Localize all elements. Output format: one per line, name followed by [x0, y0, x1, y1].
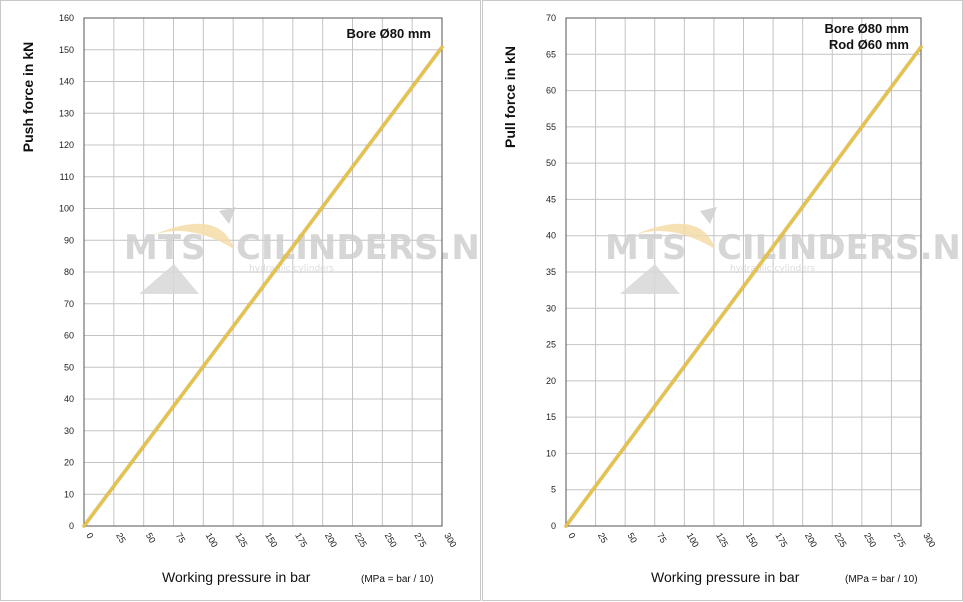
- x-tick-label: 25: [596, 531, 610, 545]
- watermark-tagline: hydraulic cylinders: [249, 264, 334, 274]
- y-tick-label: 60: [64, 331, 74, 341]
- y-tick-label: 70: [546, 13, 556, 23]
- watermark-brand-left: MTS: [124, 228, 206, 268]
- y-tick-label: 15: [546, 412, 556, 422]
- push-force-chart-panel: MTS CILINDERS.NL hydraulic cylinders 0 10 20 3…: [0, 0, 502, 601]
- y-tick-label: 130: [59, 108, 74, 118]
- series-line: [82, 45, 444, 528]
- x-tick-label: 75: [655, 531, 669, 545]
- x-tick-label: 150: [744, 531, 760, 549]
- x-tick-label: 250: [383, 531, 399, 549]
- y-tick-label: 150: [59, 45, 74, 55]
- x-tick-label: 100: [685, 531, 701, 549]
- watermark-triangle: [139, 264, 199, 294]
- x-axis-note: (MPa = bar / 10): [361, 574, 434, 585]
- y-axis-label: Push force in kN: [20, 42, 36, 152]
- watermark-arrow: [700, 207, 717, 224]
- x-tick-label: 225: [833, 531, 849, 549]
- y-tick-label: 90: [64, 235, 74, 245]
- watermark-brand-right: CILINDERS.NL: [236, 228, 502, 268]
- x-tick-label: 50: [144, 531, 158, 545]
- x-tick-label: 300: [442, 531, 458, 549]
- pull-force-chart-panel: MTS CILINDERS.NL hydraulic cylinders 0 5 10 15…: [482, 0, 963, 601]
- y-tick-label: 40: [546, 231, 556, 241]
- y-axis-label: Pull force in kN: [502, 46, 518, 148]
- x-tick-label: 175: [773, 531, 789, 549]
- x-tick-label: 150: [263, 531, 279, 549]
- y-tick-label: 160: [59, 13, 74, 23]
- watermark-brand-left: MTS: [605, 228, 687, 268]
- y-tick-label: 110: [60, 172, 74, 182]
- y-tick-label: 80: [64, 267, 74, 277]
- watermark-brand-right: CILINDERS.NL: [717, 228, 963, 268]
- chart-annotation: Rod Ø60 mm: [829, 37, 909, 52]
- x-tick-label: 125: [233, 531, 249, 549]
- x-tick-label: 250: [862, 531, 878, 549]
- y-tick-label: 20: [64, 458, 74, 468]
- y-tick-label: 70: [64, 299, 74, 309]
- series-line: [564, 45, 923, 528]
- watermark-tagline: hydraulic cylinders: [730, 264, 815, 274]
- y-tick-label: 140: [59, 77, 74, 87]
- plot-frame: [565, 17, 922, 527]
- y-tick-label: 55: [546, 122, 556, 132]
- watermark-swoosh: [144, 223, 234, 249]
- chart-annotation: Bore Ø80 mm: [346, 26, 431, 41]
- y-tick-label: 50: [546, 158, 556, 168]
- x-tick-label: 50: [625, 531, 639, 545]
- watermark-swoosh: [625, 223, 715, 249]
- x-tick-label: 0: [84, 531, 95, 540]
- plot-frame: [83, 17, 443, 527]
- x-tick-label: 0: [566, 531, 577, 540]
- x-tick-label: 200: [803, 531, 819, 549]
- y-tick-label: 120: [59, 140, 74, 150]
- chart-annotation: Bore Ø80 mm: [824, 21, 909, 36]
- x-tick-label: 300: [921, 531, 937, 549]
- y-tick-label: 65: [546, 49, 556, 59]
- y-tick-label: 20: [546, 376, 556, 386]
- watermark-arrow: [219, 207, 236, 224]
- y-tick-label: 40: [64, 394, 74, 404]
- y-tick-label: 60: [546, 86, 556, 96]
- x-tick-label: 225: [353, 531, 369, 549]
- x-tick-label: 25: [114, 531, 128, 545]
- y-tick-label: 30: [64, 426, 74, 436]
- y-tick-label: 0: [69, 521, 74, 531]
- x-tick-label: 275: [412, 531, 428, 549]
- x-axis-note: (MPa = bar / 10): [845, 574, 918, 585]
- y-tick-label: 35: [546, 267, 556, 277]
- y-tick-label: 45: [546, 194, 556, 204]
- x-tick-label: 275: [892, 531, 908, 549]
- y-tick-label: 10: [64, 489, 74, 499]
- x-axis-label: Working pressure in bar: [651, 569, 800, 585]
- y-tick-label: 0: [551, 521, 556, 531]
- y-tick-label: 30: [546, 303, 556, 313]
- y-tick-label: 10: [546, 448, 556, 458]
- y-tick-label: 100: [59, 204, 74, 214]
- y-tick-label: 50: [64, 362, 74, 372]
- x-tick-label: 200: [323, 531, 339, 549]
- x-tick-label: 175: [293, 531, 309, 549]
- x-tick-label: 75: [174, 531, 188, 545]
- y-tick-label: 25: [546, 340, 556, 350]
- watermark-triangle: [620, 264, 680, 294]
- x-axis-label: Working pressure in bar: [162, 569, 311, 585]
- y-tick-label: 5: [551, 485, 556, 495]
- x-tick-label: 100: [204, 531, 220, 549]
- x-tick-label: 125: [714, 531, 730, 549]
